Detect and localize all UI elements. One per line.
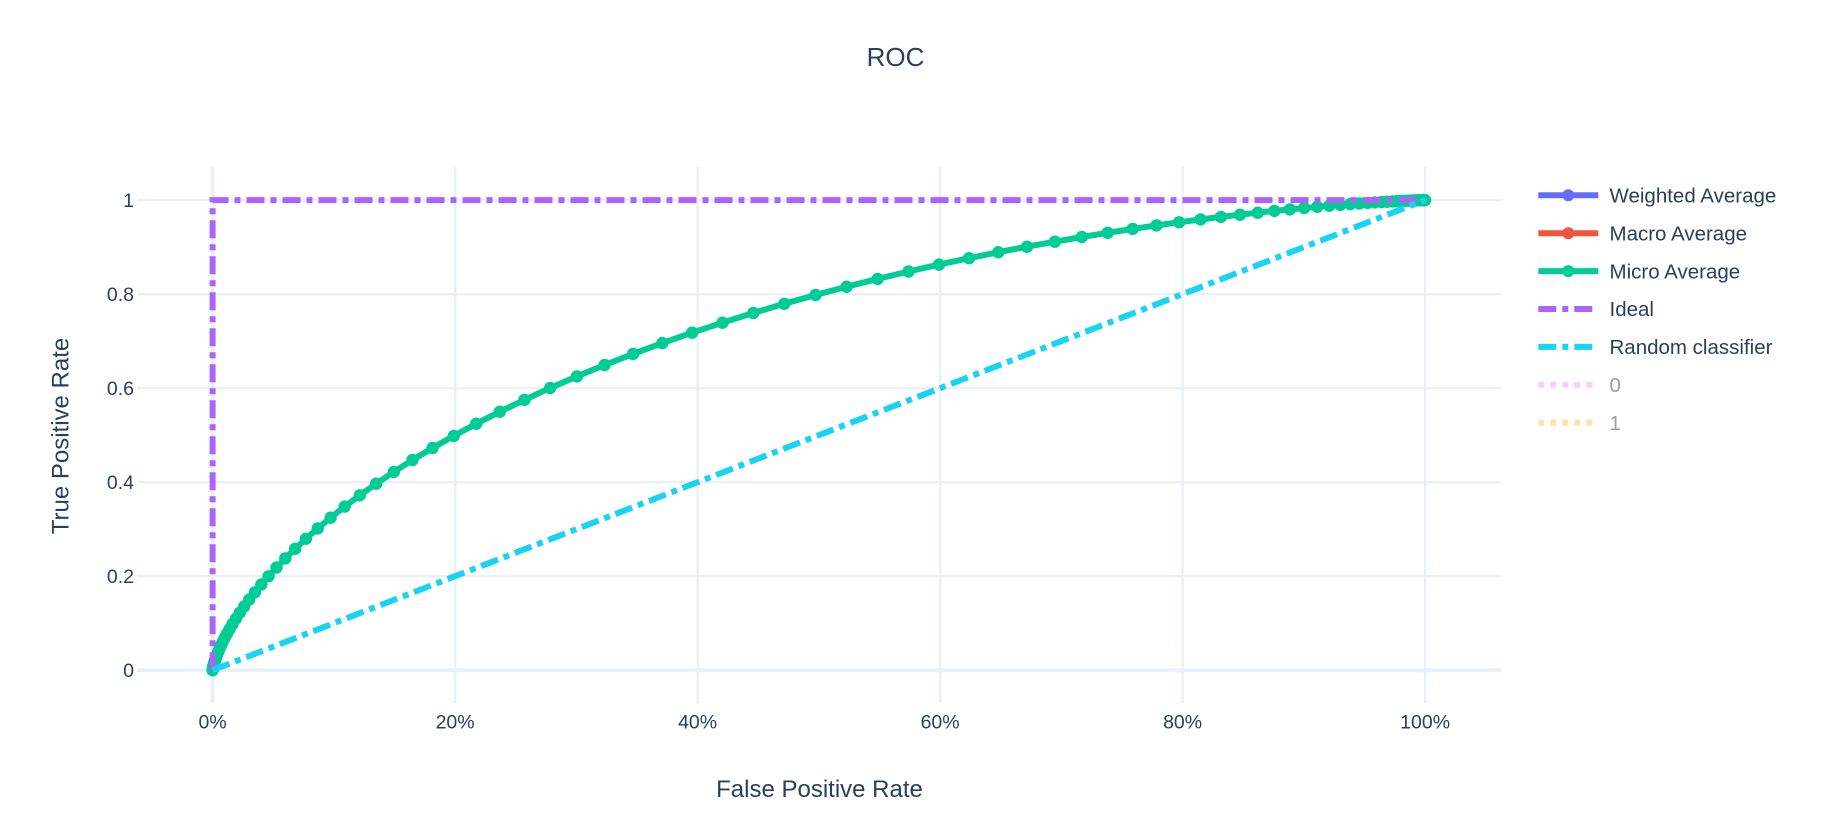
svg-text:0: 0 — [123, 660, 134, 682]
svg-text:0: 0 — [1610, 374, 1621, 397]
svg-text:Ideal: Ideal — [1610, 298, 1654, 321]
svg-text:60%: 60% — [921, 711, 960, 733]
svg-text:Micro Average: Micro Average — [1610, 260, 1741, 283]
svg-text:0.4: 0.4 — [107, 472, 134, 494]
svg-text:Weighted Average: Weighted Average — [1610, 185, 1777, 208]
svg-text:False Positive Rate: False Positive Rate — [716, 776, 923, 803]
svg-text:100%: 100% — [1400, 711, 1450, 733]
svg-text:1: 1 — [123, 190, 134, 212]
svg-text:1: 1 — [1610, 412, 1621, 435]
svg-text:0.8: 0.8 — [107, 284, 134, 306]
svg-text:True Positive Rate: True Positive Rate — [48, 338, 75, 535]
svg-text:0%: 0% — [199, 711, 227, 733]
svg-text:80%: 80% — [1163, 711, 1202, 733]
svg-text:Random classifier: Random classifier — [1610, 336, 1773, 359]
svg-text:20%: 20% — [436, 711, 475, 733]
svg-text:ROC: ROC — [867, 42, 925, 72]
svg-text:Macro Average: Macro Average — [1610, 222, 1748, 245]
svg-text:0.2: 0.2 — [107, 566, 134, 588]
svg-text:40%: 40% — [678, 711, 717, 733]
svg-text:0.6: 0.6 — [107, 378, 134, 400]
